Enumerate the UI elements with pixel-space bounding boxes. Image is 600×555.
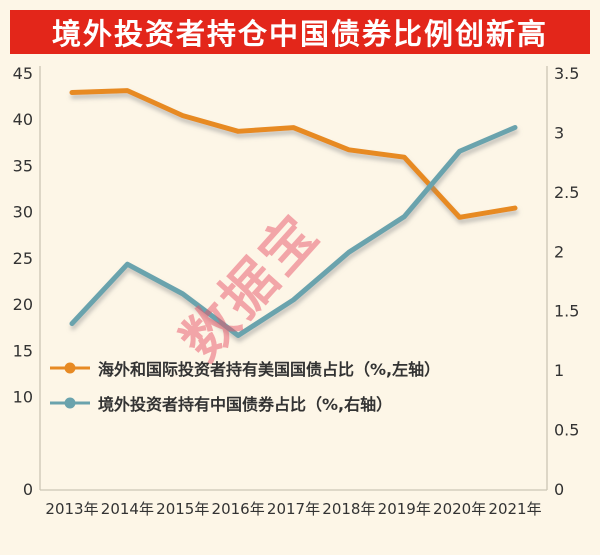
x-axis-tick-label: 2021年 [488, 500, 541, 518]
legend-label-us-treasury: 海外和国际投资者持有美国国债占比（%,左轴） [98, 360, 441, 379]
left-axis-tick-label: 25 [13, 249, 33, 268]
x-axis-tick-label: 2019年 [378, 500, 431, 518]
chart-area: 45 40 35 30 25 20 15 10 0 3.5 3 2.5 2 1.5 1 0.5 0 2013年 20… [0, 56, 600, 555]
x-axis-tick-label: 2017年 [267, 500, 320, 518]
left-axis-tick-label: 0 [23, 480, 33, 499]
left-axis-tick-label: 15 [13, 341, 33, 360]
legend-label-china-bonds: 境外投资者持有中国债券占比（%,右轴） [98, 395, 393, 414]
legend: 海外和国际投资者持有美国国债占比（%,左轴） 境外投资者持有中国债券占比（%,右… [50, 356, 440, 415]
left-axis-tick-label: 40 [13, 110, 33, 129]
left-axis-tick-label: 10 [13, 388, 33, 407]
series-line [69, 124, 518, 338]
left-axis-tick-label: 30 [13, 203, 33, 222]
legend-item-us-treasury: 海外和国际投资者持有美国国债占比（%,左轴） [50, 356, 440, 380]
axes [39, 66, 548, 491]
right-axis-tick-label: 1 [554, 361, 564, 380]
right-axis-tick-label: 2.5 [554, 183, 579, 202]
x-axis-tick-label: 2020年 [433, 500, 486, 518]
left-axis-tick-label: 45 [13, 64, 33, 83]
left-axis-tick-label: 35 [13, 156, 33, 175]
legend-marker-china-bonds-icon [50, 397, 90, 409]
right-axis-tick-label: 1.5 [554, 302, 579, 321]
right-axis-tick-label: 3 [554, 123, 564, 142]
x-axis-tick-label: 2018年 [322, 500, 375, 518]
right-axis-tick-label: 0.5 [554, 421, 579, 440]
right-axis-tick-label: 2 [554, 242, 564, 261]
left-axis-tick-label: 20 [13, 295, 33, 314]
right-axis-tick-label: 3.5 [554, 64, 579, 83]
title-banner: 境外投资者持仓中国债券比例创新高 [10, 10, 590, 54]
x-axis-tick-label: 2015年 [156, 500, 209, 518]
right-axis-tick-label: 0 [554, 480, 564, 499]
chart-title: 境外投资者持仓中国债券比例创新高 [51, 17, 548, 51]
legend-marker-us-treasury-icon [50, 362, 90, 374]
x-axis-tick-label: 2014年 [101, 500, 154, 518]
legend-item-china-bonds: 境外投资者持有中国债券占比（%,右轴） [50, 391, 440, 415]
data-series [69, 88, 518, 338]
series-line [69, 88, 518, 220]
x-axis-tick-label: 2016年 [212, 500, 265, 518]
x-axis-tick-label: 2013年 [45, 500, 98, 518]
